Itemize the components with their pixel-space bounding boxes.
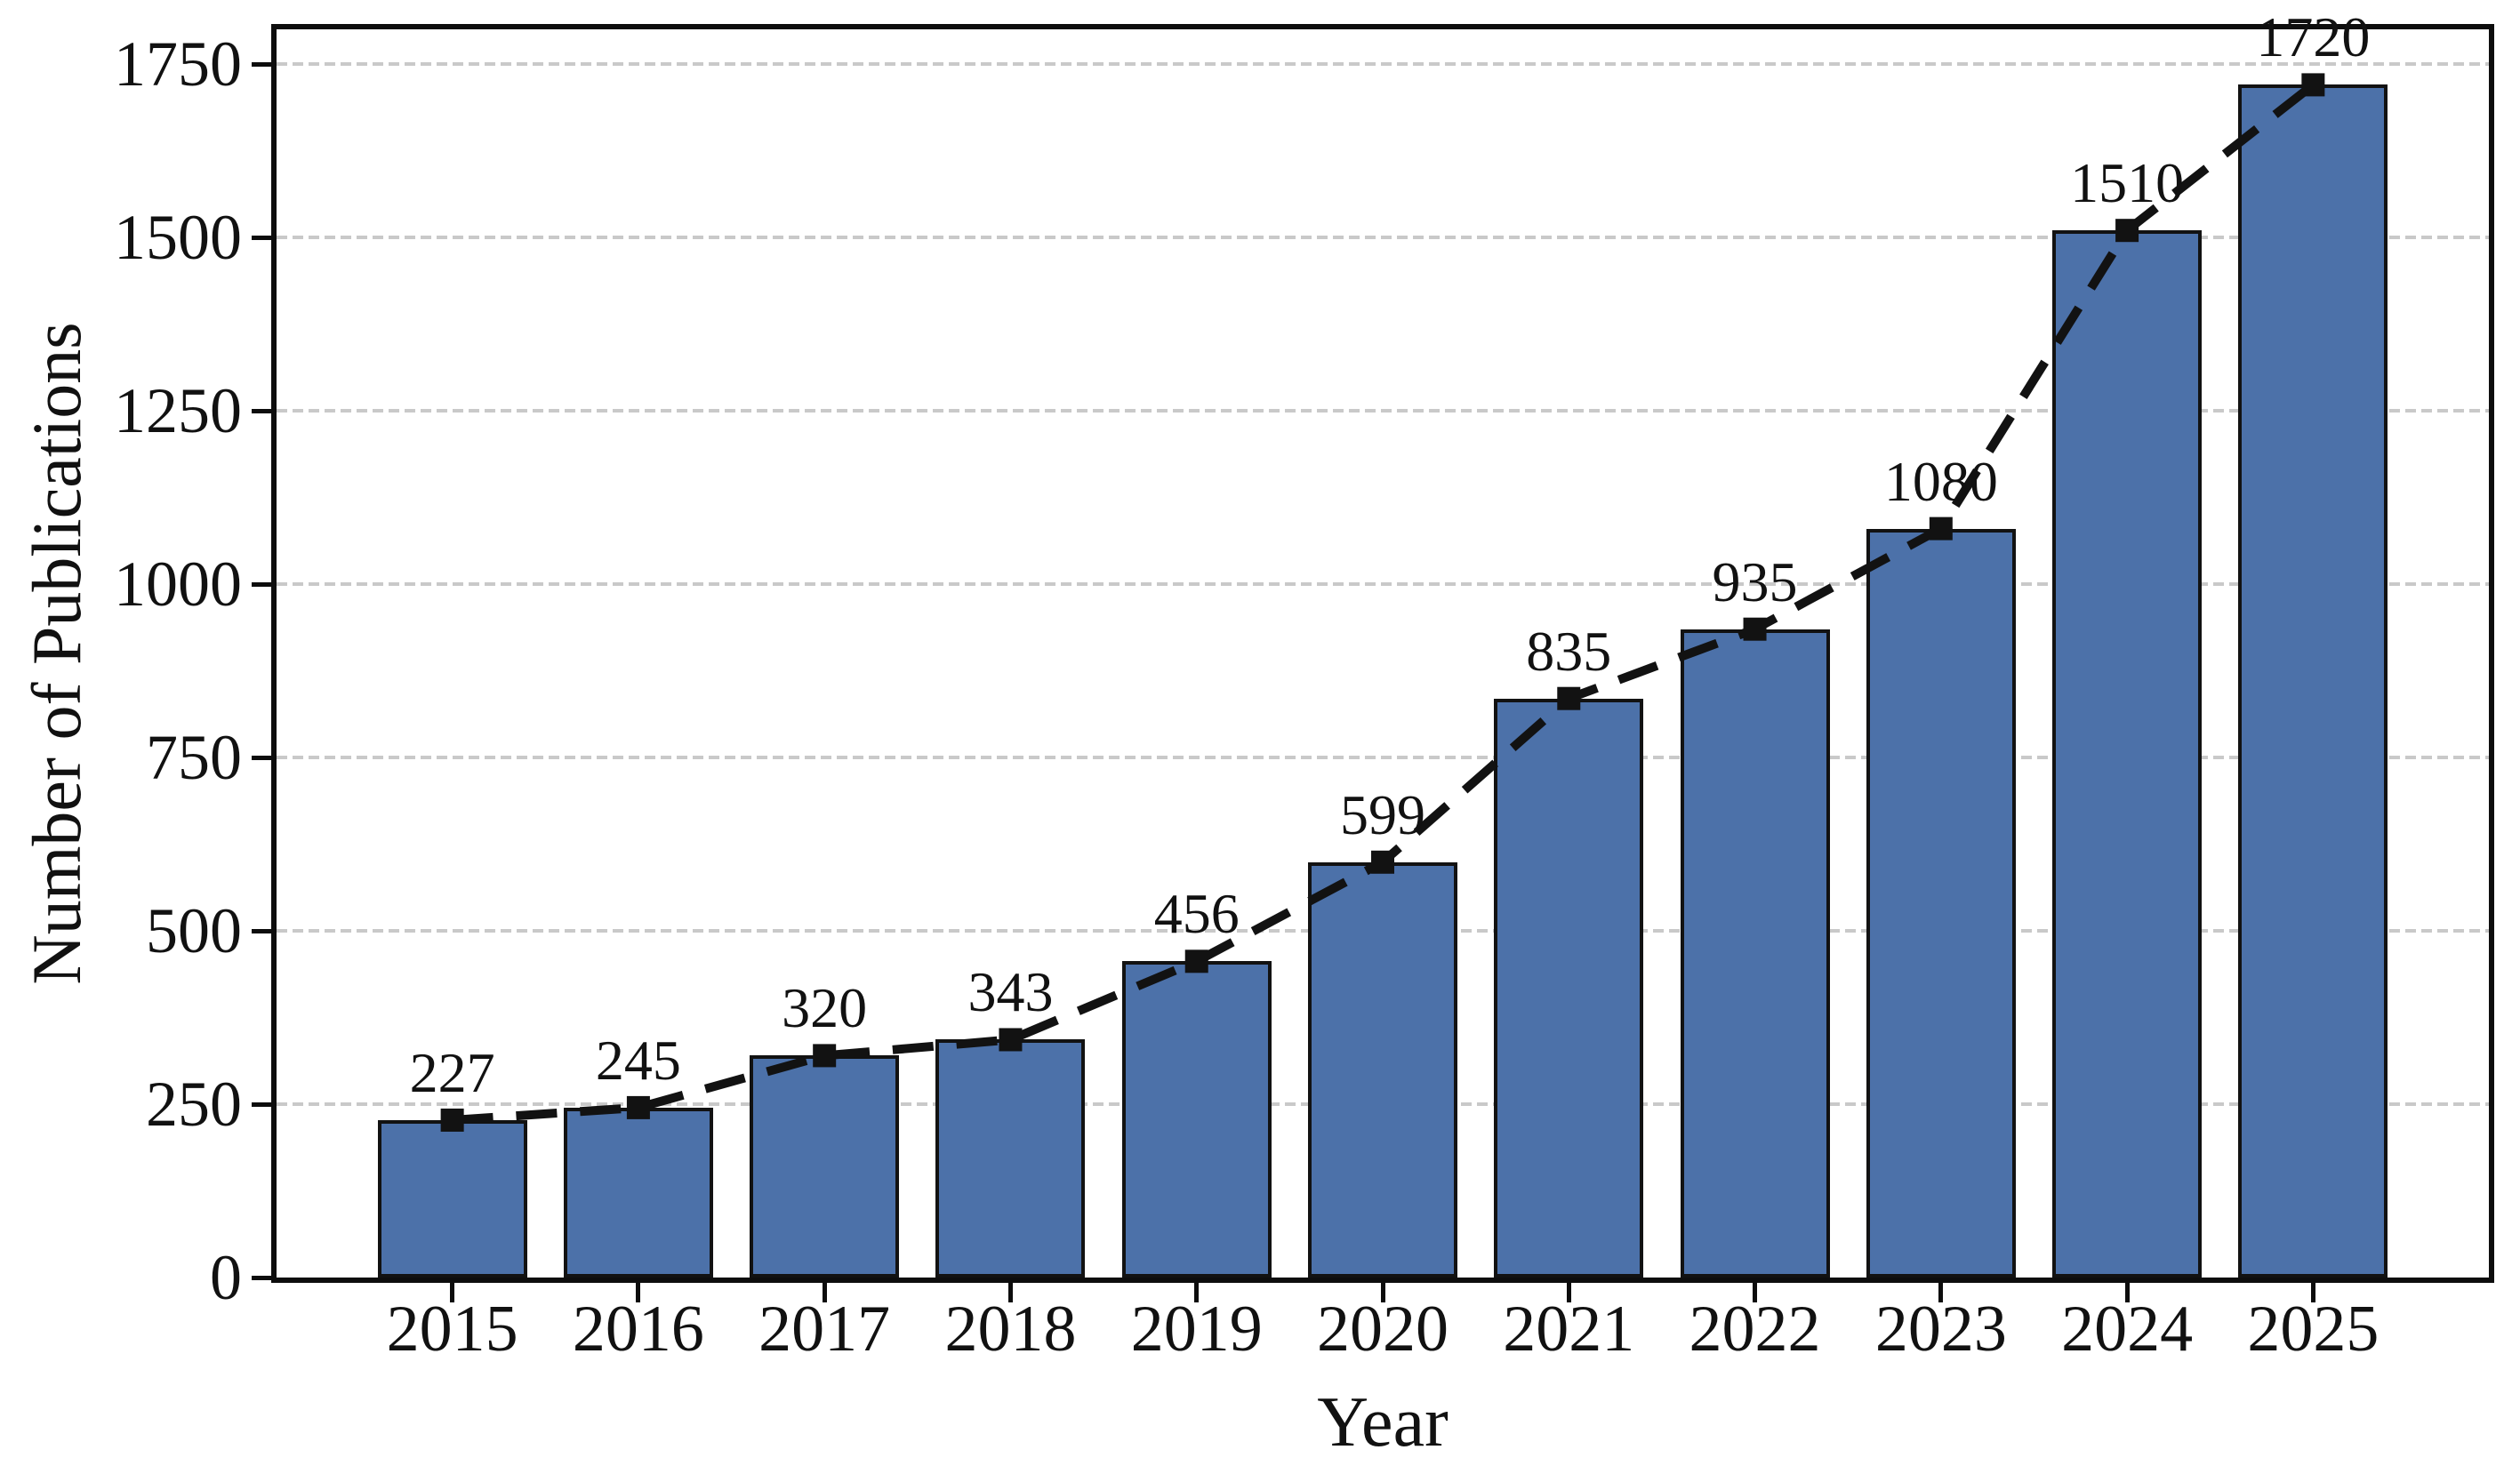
square-marker bbox=[2115, 219, 2139, 243]
square-marker bbox=[1371, 850, 1394, 874]
y-tick-label: 1500 bbox=[114, 202, 242, 273]
x-tick-label: 2018 bbox=[944, 1293, 1077, 1366]
square-marker bbox=[999, 1028, 1023, 1052]
x-tick-mark bbox=[1380, 1283, 1385, 1302]
square-marker bbox=[813, 1044, 837, 1068]
y-tick-label: 500 bbox=[146, 895, 242, 966]
x-tick-mark bbox=[1194, 1283, 1200, 1302]
x-tick-label: 2024 bbox=[2061, 1293, 2194, 1366]
square-marker bbox=[1743, 617, 1767, 641]
x-axis-title: Year bbox=[1317, 1383, 1449, 1462]
square-marker bbox=[440, 1108, 464, 1132]
square-marker bbox=[1929, 517, 1953, 541]
x-tick-label: 2017 bbox=[758, 1293, 891, 1366]
y-tick-label: 250 bbox=[146, 1069, 242, 1140]
x-tick-mark bbox=[1566, 1283, 1571, 1302]
x-tick-label: 2015 bbox=[386, 1293, 518, 1366]
x-tick-mark bbox=[1938, 1283, 1944, 1302]
square-marker bbox=[626, 1095, 650, 1119]
bar bbox=[1866, 528, 2016, 1278]
bar bbox=[2052, 230, 2203, 1278]
x-tick-mark bbox=[1753, 1283, 1758, 1302]
y-tick-label: 1750 bbox=[114, 28, 242, 100]
x-tick-label: 2025 bbox=[2247, 1293, 2380, 1366]
bar-value-label: 599 bbox=[1340, 782, 1425, 846]
bar-value-label: 1080 bbox=[1883, 449, 1998, 513]
bar bbox=[563, 1107, 713, 1278]
x-tick-mark bbox=[1007, 1283, 1013, 1302]
y-tick-mark bbox=[252, 235, 271, 240]
square-marker bbox=[1184, 949, 1208, 973]
y-gridline bbox=[277, 756, 2489, 759]
x-tick-mark bbox=[2124, 1283, 2130, 1302]
y-tick-mark bbox=[252, 755, 271, 760]
y-tick-label: 1250 bbox=[114, 375, 242, 446]
square-marker bbox=[1557, 686, 1581, 710]
y-tick-mark bbox=[252, 928, 271, 933]
y-tick-label: 0 bbox=[210, 1242, 242, 1313]
y-gridline bbox=[277, 582, 2489, 586]
bar bbox=[1680, 629, 1830, 1278]
x-tick-mark bbox=[822, 1283, 827, 1302]
y-gridline bbox=[277, 236, 2489, 239]
x-tick-label: 2021 bbox=[1503, 1293, 1635, 1366]
bar-value-label: 835 bbox=[1526, 619, 1612, 683]
bar-value-label: 227 bbox=[409, 1040, 495, 1104]
bar bbox=[1308, 861, 1457, 1278]
x-tick-label: 2023 bbox=[1874, 1293, 2007, 1366]
y-tick-mark bbox=[252, 61, 271, 67]
bar bbox=[1494, 698, 1644, 1278]
x-tick-label: 2016 bbox=[572, 1293, 704, 1366]
x-tick-mark bbox=[636, 1283, 641, 1302]
bar-value-label: 1510 bbox=[2070, 151, 2185, 215]
trend-line-layer bbox=[440, 73, 2325, 1132]
x-tick-mark bbox=[2310, 1283, 2315, 1302]
x-tick-mark bbox=[450, 1283, 455, 1302]
y-gridline bbox=[277, 409, 2489, 413]
bar-value-label: 935 bbox=[1712, 549, 1798, 613]
y-tick-mark bbox=[252, 1275, 271, 1280]
y-tick-label: 1000 bbox=[114, 549, 242, 620]
y-gridline bbox=[277, 62, 2489, 66]
bar-value-label: 320 bbox=[782, 976, 868, 1040]
bar bbox=[750, 1055, 900, 1278]
x-tick-label: 2020 bbox=[1317, 1293, 1449, 1366]
bar-value-label: 245 bbox=[595, 1028, 681, 1092]
x-tick-label: 2019 bbox=[1130, 1293, 1263, 1366]
y-tick-mark bbox=[252, 408, 271, 413]
trend-line bbox=[452, 81, 2316, 1125]
bar-value-label: 1720 bbox=[2256, 5, 2371, 69]
x-tick-label: 2022 bbox=[1689, 1293, 1821, 1366]
y-tick-mark bbox=[252, 1101, 271, 1107]
bar-value-label: 456 bbox=[1153, 882, 1240, 946]
bar bbox=[2238, 84, 2388, 1278]
bar-value-label: 343 bbox=[967, 960, 1054, 1024]
bar bbox=[1121, 961, 1272, 1278]
square-marker bbox=[2301, 73, 2325, 97]
y-tick-mark bbox=[252, 581, 271, 587]
y-tick-label: 750 bbox=[146, 722, 242, 793]
